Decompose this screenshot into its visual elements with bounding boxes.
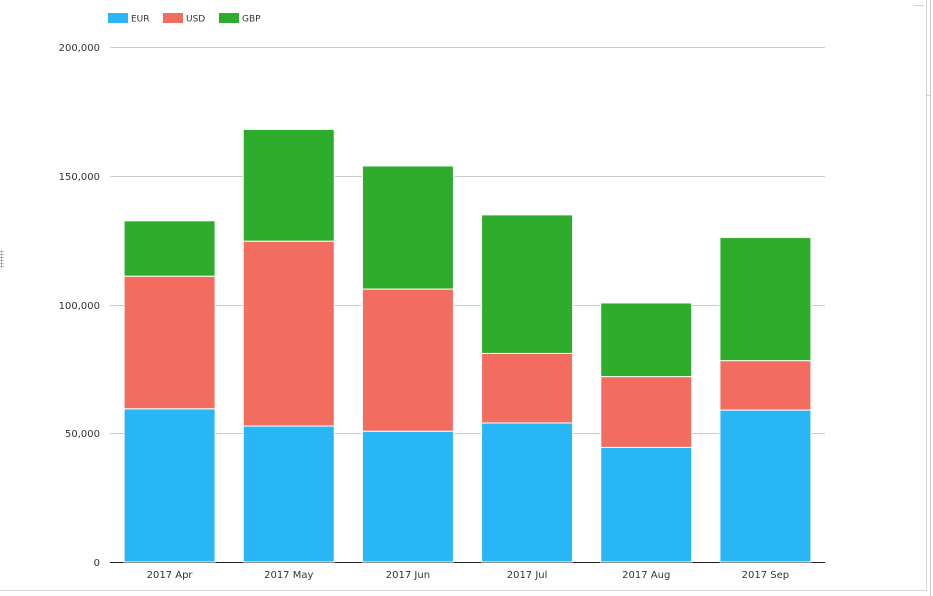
x-tick-label: 2017 Jul (507, 570, 548, 581)
legend-label: EUR (131, 15, 150, 25)
x-tick-label: 2017 Aug (622, 570, 670, 581)
bar-segment-gbp[interactable] (481, 214, 574, 354)
legend-item-eur[interactable]: EUR (108, 13, 150, 25)
bar-segment-usd[interactable] (242, 240, 335, 427)
y-axis-tick-labels: 0 50,000 100,000 150,000 200,000 (59, 43, 100, 569)
legend-swatch (108, 13, 128, 23)
legend-label: USD (186, 15, 205, 25)
bars (123, 128, 812, 563)
panel-side-mark (926, 95, 931, 96)
legend-swatch (163, 13, 183, 23)
bar-segment-eur[interactable] (123, 408, 216, 563)
bar-segment-usd[interactable] (361, 288, 454, 432)
x-tick-label: 2017 Sep (742, 570, 789, 581)
x-tick-label: 2017 May (264, 570, 313, 581)
legend-item-gbp[interactable]: GBP (219, 13, 261, 25)
y-tick-label: 150,000 (59, 172, 100, 183)
resize-handle[interactable] (0, 250, 4, 268)
bar-segment-gbp[interactable] (242, 128, 335, 242)
panel-border-right (926, 0, 927, 590)
y-tick-label: 50,000 (65, 429, 100, 440)
legend: EUR USD GBP (108, 13, 261, 25)
x-tick-label: 2017 Jun (386, 570, 430, 581)
bar-segment-usd[interactable] (719, 360, 812, 411)
x-axis-tick-labels: 2017 Apr 2017 May 2017 Jun 2017 Jul 2017 Aug… (147, 570, 790, 581)
legend-label: GBP (242, 15, 261, 25)
bar-segment-usd[interactable] (123, 275, 216, 410)
bar-segment-gbp[interactable] (361, 165, 454, 290)
panel-corner-mark (914, 5, 924, 6)
y-tick-label: 100,000 (59, 301, 100, 312)
bar-segment-gbp[interactable] (719, 237, 812, 362)
bar-segment-usd[interactable] (600, 376, 693, 448)
panel-border-bottom (0, 590, 927, 591)
legend-item-usd[interactable]: USD (163, 13, 205, 25)
legend-swatch (219, 13, 239, 23)
bar-segment-gbp[interactable] (123, 220, 216, 277)
bar-segment-eur[interactable] (481, 422, 574, 563)
x-tick-label: 2017 Apr (147, 570, 194, 581)
bar-segment-gbp[interactable] (600, 302, 693, 378)
bar-segment-eur[interactable] (600, 446, 693, 563)
bar-segment-eur[interactable] (361, 430, 454, 563)
bar-segment-eur[interactable] (242, 425, 335, 563)
y-tick-label: 0 (94, 558, 100, 569)
y-tick-label: 200,000 (59, 43, 100, 54)
bar-segment-usd[interactable] (481, 352, 574, 424)
gridlines (110, 47, 825, 563)
scrollbar-track[interactable] (930, 0, 933, 596)
bar-segment-eur[interactable] (719, 409, 812, 563)
